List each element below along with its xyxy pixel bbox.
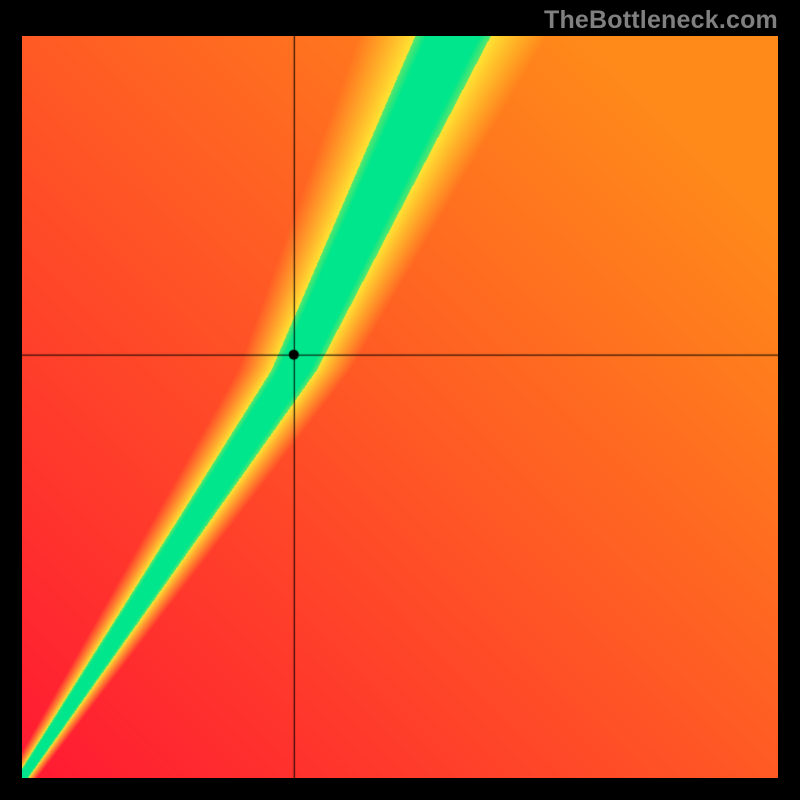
page-container: TheBottleneck.com [0,0,800,800]
watermark-text: TheBottleneck.com [544,6,778,35]
plot-area [22,36,778,778]
heatmap-canvas [22,36,778,778]
